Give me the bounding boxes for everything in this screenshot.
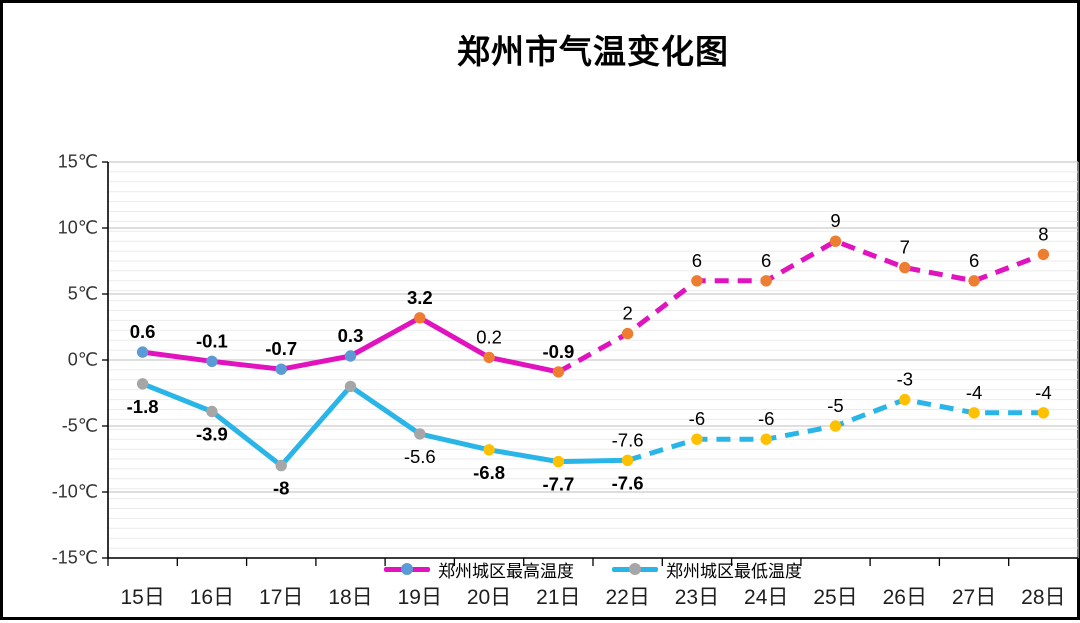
temperature-chart: 郑州市气温变化图 0.6 -0.1 -0.7 0.3 3.2 0.2 -0.9 2 6 6 9 7 6 8… bbox=[3, 3, 1080, 623]
x-axis-ticks bbox=[107, 558, 1079, 566]
legend-line-marker-icon bbox=[384, 563, 430, 575]
x-tick-label: 28日 bbox=[1021, 586, 1066, 609]
x-tick-label: 26日 bbox=[882, 586, 927, 609]
svg-text:-0.7: -0.7 bbox=[265, 338, 297, 359]
legend-item: 郑州城区最高温度 bbox=[384, 557, 574, 582]
legend-item: 郑州城区最低温度 bbox=[612, 557, 802, 582]
svg-text:-8: -8 bbox=[273, 478, 289, 499]
svg-text:9: 9 bbox=[830, 210, 840, 231]
svg-text:6: 6 bbox=[969, 250, 979, 271]
series-max-markers bbox=[136, 235, 1050, 378]
svg-text:-0.9: -0.9 bbox=[542, 341, 574, 362]
x-tick-label: 18日 bbox=[328, 586, 373, 609]
y-tick-label: -5℃ bbox=[61, 415, 98, 436]
x-tick-label: 17日 bbox=[259, 586, 304, 609]
svg-text:8: 8 bbox=[1038, 223, 1048, 244]
svg-text:-1.8: -1.8 bbox=[127, 396, 159, 417]
x-tick-label: 21日 bbox=[536, 586, 581, 609]
svg-text:-6: -6 bbox=[758, 408, 774, 429]
series-min-markers bbox=[136, 378, 1050, 472]
chart-legend: 郑州城区最高温度 郑州城区最低温度 bbox=[108, 556, 1078, 582]
svg-text:3.2: 3.2 bbox=[407, 287, 433, 308]
svg-text:6: 6 bbox=[692, 250, 702, 271]
svg-text:-3.9: -3.9 bbox=[196, 424, 228, 445]
svg-text:2: 2 bbox=[622, 303, 632, 324]
svg-text:-3: -3 bbox=[897, 369, 913, 390]
svg-text:-4: -4 bbox=[1035, 382, 1051, 403]
svg-text:0.3: 0.3 bbox=[338, 325, 364, 346]
series-max-data-labels: 0.6 -0.1 -0.7 0.3 3.2 0.2 -0.9 2 6 6 9 7 6 8 bbox=[130, 210, 1049, 362]
svg-text:-7.7: -7.7 bbox=[542, 474, 574, 495]
svg-text:-0.1: -0.1 bbox=[196, 330, 228, 351]
x-tick-label: 27日 bbox=[951, 586, 997, 609]
x-tick-label: 22日 bbox=[605, 586, 650, 609]
svg-text:-4: -4 bbox=[966, 382, 982, 403]
y-tick-label: 5℃ bbox=[67, 283, 98, 304]
svg-text:-7.6: -7.6 bbox=[612, 429, 644, 450]
legend-line-marker-icon bbox=[612, 563, 658, 575]
legend-label: 郑州城区最高温度 bbox=[438, 561, 574, 581]
svg-text:-7.6: -7.6 bbox=[612, 472, 644, 493]
legend-label: 郑州城区最低温度 bbox=[666, 561, 802, 581]
chart-title: 郑州市气温变化图 bbox=[457, 33, 729, 70]
svg-text:-5.6: -5.6 bbox=[404, 446, 436, 467]
svg-text:-5: -5 bbox=[827, 395, 843, 416]
x-tick-label: 24日 bbox=[744, 586, 789, 609]
y-tick-label: 10℃ bbox=[57, 217, 98, 238]
svg-text:-6: -6 bbox=[689, 408, 705, 429]
y-tick-label: 0℃ bbox=[67, 349, 98, 370]
y-axis-ticks bbox=[102, 161, 108, 559]
svg-text:7: 7 bbox=[900, 237, 910, 258]
x-tick-label: 20日 bbox=[466, 586, 512, 609]
x-tick-label: 16日 bbox=[189, 586, 235, 609]
y-tick-label: -10℃ bbox=[51, 481, 98, 502]
svg-text:0.2: 0.2 bbox=[476, 326, 502, 347]
y-tick-label: -15℃ bbox=[51, 547, 98, 568]
x-tick-label: 19日 bbox=[397, 586, 442, 609]
svg-text:0.6: 0.6 bbox=[130, 321, 156, 342]
svg-text:-6.8: -6.8 bbox=[473, 462, 505, 483]
series-min-data-labels: -1.8 -3.9 -8 -5.6 -6.8 -7.7 -7.6 -7.6 -6 -6 -5 -3 -4… bbox=[127, 369, 1052, 499]
svg-text:6: 6 bbox=[761, 250, 771, 271]
x-tick-label: 15日 bbox=[120, 586, 165, 609]
x-tick-label: 23日 bbox=[674, 586, 720, 609]
x-tick-label: 25日 bbox=[813, 586, 858, 609]
y-tick-label: 15℃ bbox=[57, 151, 98, 172]
plot-area: 0.6 -0.1 -0.70.33.20.2-0.926 69768-1.8-3.9-… bbox=[102, 161, 1079, 566]
